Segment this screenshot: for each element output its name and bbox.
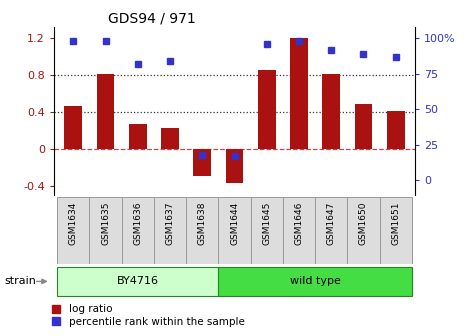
- FancyBboxPatch shape: [57, 197, 90, 264]
- Text: GSM1647: GSM1647: [327, 202, 336, 245]
- Text: GSM1637: GSM1637: [166, 202, 174, 245]
- Text: GDS94 / 971: GDS94 / 971: [108, 12, 196, 26]
- Text: GSM1635: GSM1635: [101, 202, 110, 245]
- Bar: [193, 149, 211, 176]
- Bar: [129, 124, 147, 149]
- Bar: [387, 111, 405, 149]
- Bar: [97, 74, 114, 149]
- FancyBboxPatch shape: [186, 197, 219, 264]
- FancyBboxPatch shape: [348, 197, 379, 264]
- FancyBboxPatch shape: [250, 197, 283, 264]
- Text: wild type: wild type: [290, 277, 340, 286]
- Text: GSM1634: GSM1634: [69, 202, 78, 245]
- Bar: [226, 149, 243, 183]
- FancyBboxPatch shape: [379, 197, 412, 264]
- FancyBboxPatch shape: [283, 197, 315, 264]
- Bar: [161, 128, 179, 149]
- Bar: [64, 106, 82, 149]
- Text: strain: strain: [5, 277, 37, 286]
- FancyBboxPatch shape: [90, 197, 121, 264]
- Text: GSM1644: GSM1644: [230, 202, 239, 245]
- FancyBboxPatch shape: [219, 267, 412, 296]
- Text: GSM1636: GSM1636: [133, 202, 142, 245]
- Text: GSM1638: GSM1638: [198, 202, 207, 245]
- Text: BY4716: BY4716: [117, 277, 159, 286]
- FancyBboxPatch shape: [219, 197, 250, 264]
- FancyBboxPatch shape: [154, 197, 186, 264]
- Legend: log ratio, percentile rank within the sample: log ratio, percentile rank within the sa…: [52, 304, 245, 327]
- Bar: [258, 70, 276, 149]
- Text: GSM1645: GSM1645: [262, 202, 271, 245]
- FancyBboxPatch shape: [315, 197, 348, 264]
- Text: GSM1651: GSM1651: [391, 202, 400, 245]
- Text: GSM1650: GSM1650: [359, 202, 368, 245]
- Bar: [322, 74, 340, 149]
- Text: GSM1646: GSM1646: [295, 202, 303, 245]
- FancyBboxPatch shape: [57, 267, 219, 296]
- Bar: [290, 38, 308, 149]
- FancyBboxPatch shape: [121, 197, 154, 264]
- Bar: [355, 104, 372, 149]
